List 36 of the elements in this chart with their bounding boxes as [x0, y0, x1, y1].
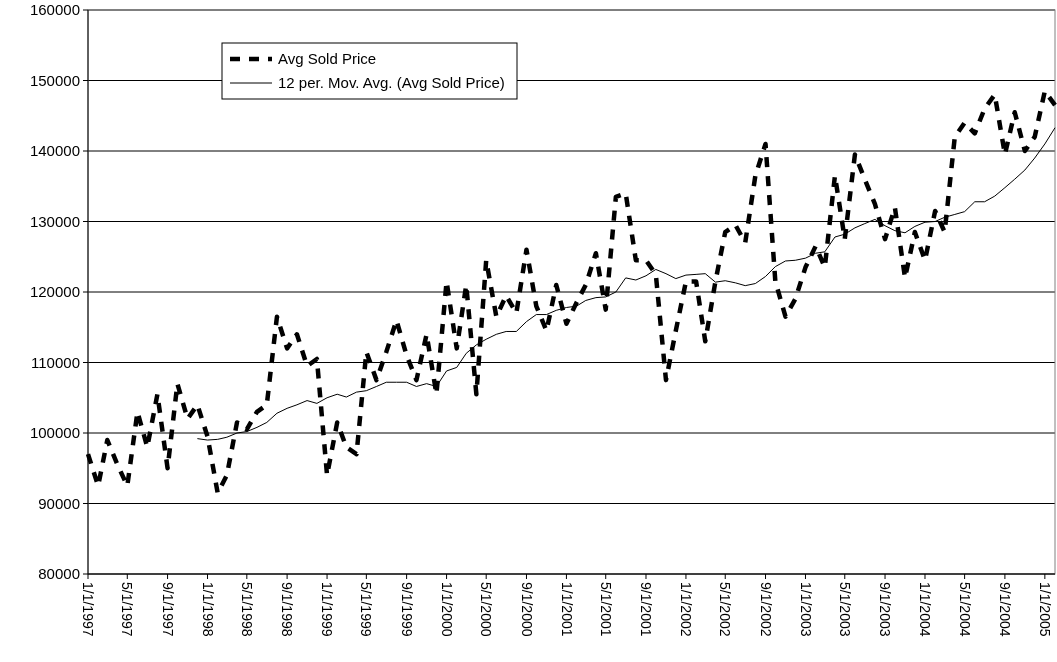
legend-label: Avg Sold Price	[278, 50, 377, 68]
y-tick-label: 110000	[31, 353, 80, 371]
x-tick-label: 1/1/2000	[438, 582, 455, 637]
y-tick-label: 140000	[29, 142, 80, 160]
x-tick-label: 1/1/2004	[917, 582, 934, 637]
x-tick-label: 1/1/2001	[558, 582, 575, 637]
x-tick-label: 5/1/2004	[956, 582, 973, 637]
x-tick-label: 1/1/2003	[797, 582, 814, 637]
y-tick-label: 100000	[29, 424, 80, 442]
x-tick-label: 9/1/2001	[638, 582, 655, 637]
y-tick-label: 160000	[29, 1, 80, 19]
x-tick-label: 5/1/1997	[119, 582, 136, 637]
x-tick-label: 9/1/1997	[159, 582, 176, 637]
x-tick-label: 5/1/2001	[597, 582, 614, 637]
y-tick-label: 120000	[29, 283, 80, 301]
x-tick-label: 1/1/1997	[80, 582, 97, 637]
x-tick-label: 5/1/2002	[717, 582, 734, 637]
x-tick-label: 9/1/1998	[279, 582, 296, 637]
y-tick-label: 150000	[29, 71, 80, 89]
y-tick-label: 130000	[29, 212, 80, 230]
x-tick-label: 1/1/1999	[319, 582, 336, 637]
y-tick-label: 80000	[38, 565, 80, 583]
x-tick-label: 1/1/2002	[678, 582, 695, 637]
x-tick-label: 5/1/1999	[358, 582, 375, 637]
x-tick-label: 9/1/2004	[997, 582, 1013, 637]
x-tick-label: 5/1/1998	[238, 582, 255, 637]
y-tick-label: 90000	[38, 494, 80, 512]
x-tick-label: 9/1/2002	[757, 582, 774, 637]
x-tick-label: 5/1/2003	[836, 582, 853, 637]
x-tick-label: 9/1/1999	[398, 582, 415, 637]
x-tick-label: 9/1/2000	[518, 582, 535, 637]
x-tick-label: 9/1/2003	[877, 582, 894, 637]
legend-label: 12 per. Mov. Avg. (Avg Sold Price)	[278, 74, 505, 92]
x-tick-label: 1/1/1998	[199, 582, 216, 637]
x-tick-label: 1/1/2005	[1036, 582, 1053, 637]
x-tick-label: 5/1/2000	[478, 582, 495, 637]
